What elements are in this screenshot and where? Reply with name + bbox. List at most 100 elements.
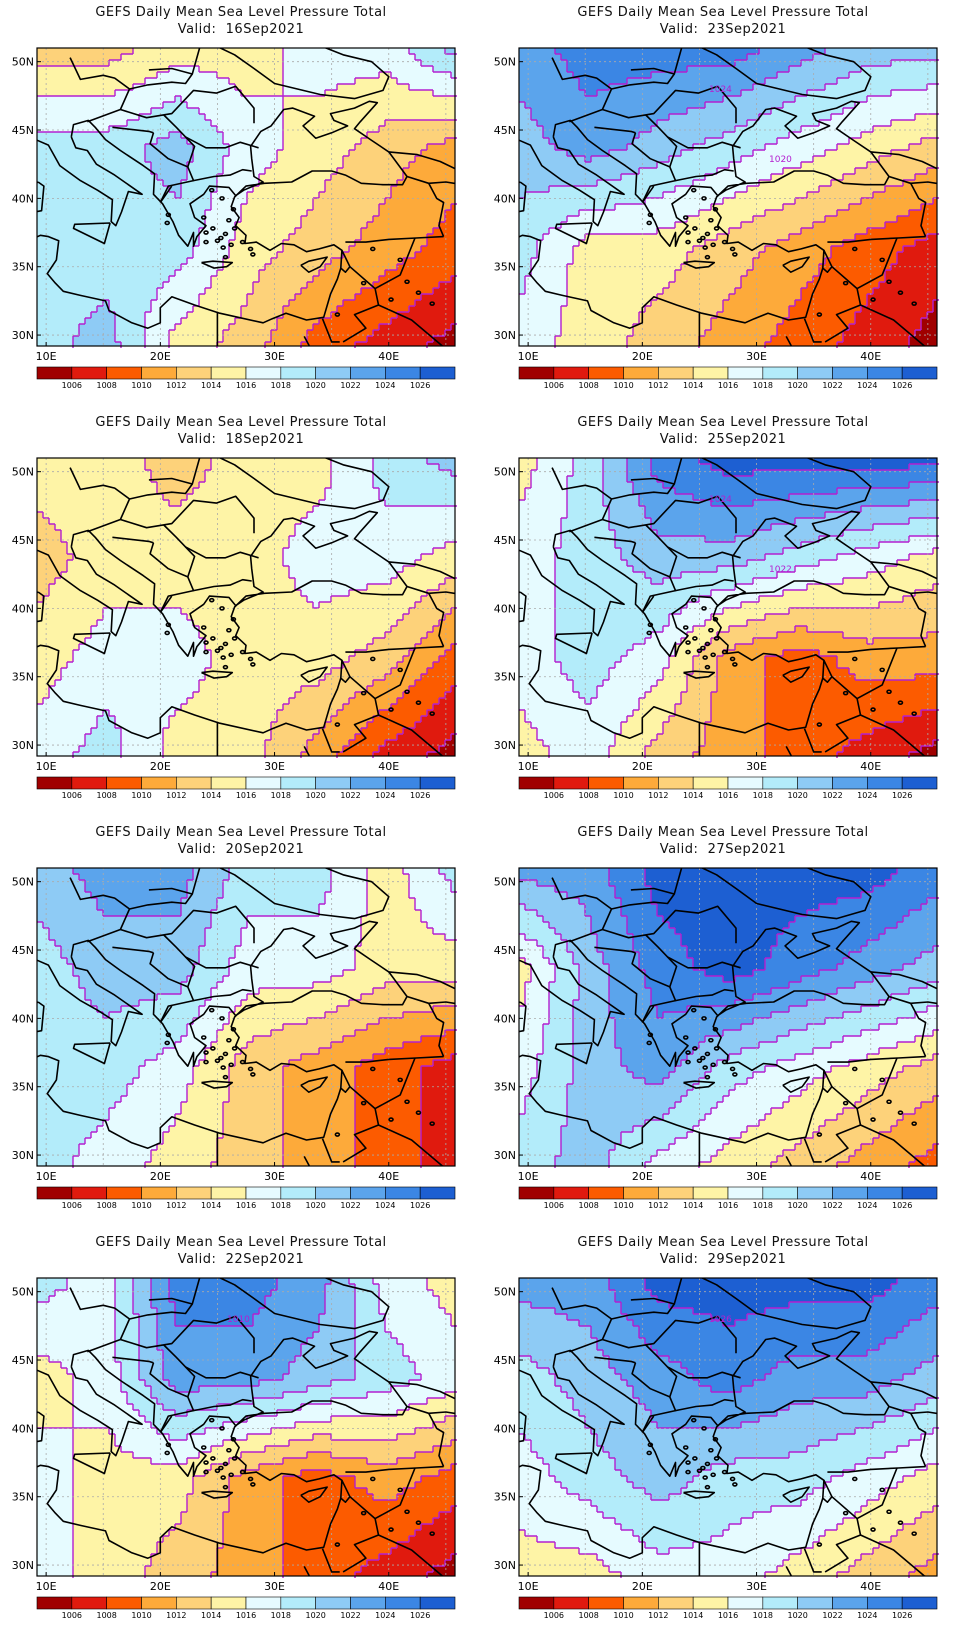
colorbar-label: 1010: [613, 1611, 633, 1620]
lon-tick-label: 40E: [378, 1170, 399, 1183]
colorbar-label: 1016: [718, 381, 738, 390]
panel-title: GEFS Daily Mean Sea Level Pressure Total…: [0, 414, 482, 448]
map-panel: GEFS Daily Mean Sea Level Pressure Total…: [482, 0, 964, 410]
colorbar-swatch: [588, 1596, 624, 1610]
colorbar-label: 1020: [787, 381, 807, 390]
lat-tick-label: 30N: [494, 1559, 516, 1572]
colorbar-label: 1022: [822, 791, 842, 800]
map-frame: [36, 47, 456, 347]
colorbar-label: 1026: [892, 1201, 912, 1210]
colorbar-swatch: [692, 776, 729, 790]
lon-tick-label: 30E: [264, 1580, 285, 1593]
isobars: [519, 458, 939, 758]
lat-tick-label: 50N: [12, 1286, 34, 1299]
colorbar-swatch: [658, 1186, 694, 1200]
lat-tick-label: 45N: [12, 534, 34, 547]
colorbar-label: 1022: [340, 791, 360, 800]
colorbar-swatch: [553, 366, 589, 380]
lat-tick-label: 35N: [12, 261, 34, 274]
isobars: [519, 868, 939, 1168]
colorbar-swatch: [106, 366, 142, 380]
colorbar-label: 1018: [271, 1201, 291, 1210]
colorbar-swatch: [867, 1186, 903, 1200]
map-frame: [518, 457, 938, 757]
lat-tick-label: 35N: [494, 671, 516, 684]
map-panel: GEFS Daily Mean Sea Level Pressure Total…: [0, 1230, 482, 1640]
colorbar-label: 1008: [578, 791, 598, 800]
colorbar-swatch: [419, 1596, 456, 1610]
colorbar-swatch: [350, 1186, 386, 1200]
lat-tick-label: 45N: [494, 124, 516, 137]
colorbar-label: 1006: [62, 1611, 82, 1620]
colorbar-swatch: [762, 366, 798, 380]
lat-tick-label: 40N: [12, 602, 34, 615]
colorbar-swatch: [141, 366, 177, 380]
colorbar-swatch: [210, 1186, 247, 1200]
colorbar: 1006 1008 1010 1012 1014 1016 1018 1020 1022 1024…: [36, 366, 456, 390]
colorbar-label: 1026: [892, 1611, 912, 1620]
colorbar-label: 1010: [613, 1201, 633, 1210]
colorbar-swatch: [245, 1186, 282, 1200]
colorbar-swatch: [350, 1596, 386, 1610]
colorbar-swatch: [762, 1596, 798, 1610]
lat-tick-label: 50N: [494, 56, 516, 69]
colorbar-label: 1010: [131, 791, 151, 800]
colorbar-label: 1026: [410, 381, 430, 390]
colorbar-swatch: [901, 366, 938, 380]
colorbar-label: 1006: [62, 791, 82, 800]
panel-title: GEFS Daily Mean Sea Level Pressure Total…: [0, 4, 482, 38]
colorbar-label: 1024: [375, 381, 395, 390]
colorbar-swatch: [518, 1186, 555, 1200]
colorbar-label: 1010: [131, 381, 151, 390]
colorbar-label: 1006: [62, 381, 82, 390]
colorbar-swatch: [245, 776, 282, 790]
colorbar-swatch: [36, 776, 73, 790]
colorbar-label: 1024: [857, 1611, 877, 1620]
colorbar-label: 1008: [96, 1611, 116, 1620]
colorbar: 1006 1008 1010 1012 1014 1016 1018 1020 1022 1024…: [36, 776, 456, 800]
colorbar-label: 1020: [787, 1611, 807, 1620]
coastlines: [37, 48, 455, 346]
lon-tick-label: 20E: [632, 1580, 653, 1593]
colorbar-swatch: [350, 366, 386, 380]
lat-tick-label: 40N: [494, 192, 516, 205]
colorbar-swatch: [797, 776, 833, 790]
colorbar-label: 1006: [544, 1611, 564, 1620]
colorbar-swatch: [385, 1596, 421, 1610]
colorbar-label: 1008: [96, 1201, 116, 1210]
colorbar-label: 1024: [375, 791, 395, 800]
lat-tick-label: 50N: [12, 56, 34, 69]
colorbar-swatch: [797, 1186, 833, 1200]
colorbar-swatch: [553, 1596, 589, 1610]
colorbar-swatch: [518, 366, 555, 380]
colorbar-swatch: [280, 776, 316, 790]
colorbar-swatch: [867, 1596, 903, 1610]
isobars: [37, 868, 457, 1168]
colorbar-label: 1014: [201, 381, 221, 390]
isobars: [519, 1278, 939, 1578]
colorbar-label: 1012: [648, 381, 668, 390]
colorbar-swatch: [832, 1596, 868, 1610]
lon-tick-label: 20E: [150, 1580, 171, 1593]
colorbar-label: 1020: [305, 1611, 325, 1620]
colorbar-swatch: [176, 366, 212, 380]
colorbar-swatch: [141, 776, 177, 790]
lat-tick-label: 35N: [12, 671, 34, 684]
coastlines: [519, 1278, 937, 1576]
map-frame: [36, 867, 456, 1167]
lon-tick-label: 30E: [264, 760, 285, 773]
lat-tick-label: 30N: [12, 1149, 34, 1162]
colorbar-swatch: [71, 1186, 107, 1200]
colorbar: 1006 1008 1010 1012 1014 1016 1018 1020 1022 1024…: [518, 366, 938, 390]
colorbar-label: 1014: [201, 1201, 221, 1210]
colorbar-label: 1018: [271, 381, 291, 390]
colorbar-swatch: [210, 1596, 247, 1610]
colorbar-swatch: [210, 366, 247, 380]
colorbar-swatch: [867, 366, 903, 380]
map-frame: [36, 1277, 456, 1577]
panel-valid-date: Valid: 18Sep2021: [0, 431, 482, 448]
colorbar-label: 1018: [753, 1611, 773, 1620]
lon-tick-label: 30E: [264, 350, 285, 363]
